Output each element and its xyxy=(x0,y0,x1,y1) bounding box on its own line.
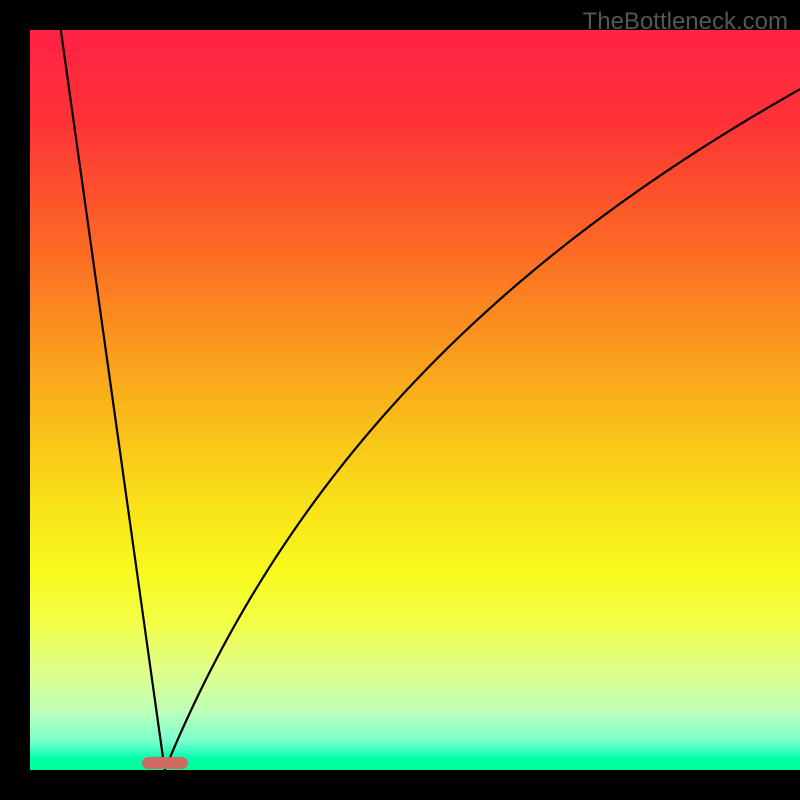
watermark-text: TheBottleneck.com xyxy=(583,8,788,36)
bottleneck-curve xyxy=(0,0,800,800)
curve-path xyxy=(61,30,800,770)
bottleneck-chart: TheBottleneck.com xyxy=(0,0,800,800)
target-range-marker xyxy=(142,757,188,769)
